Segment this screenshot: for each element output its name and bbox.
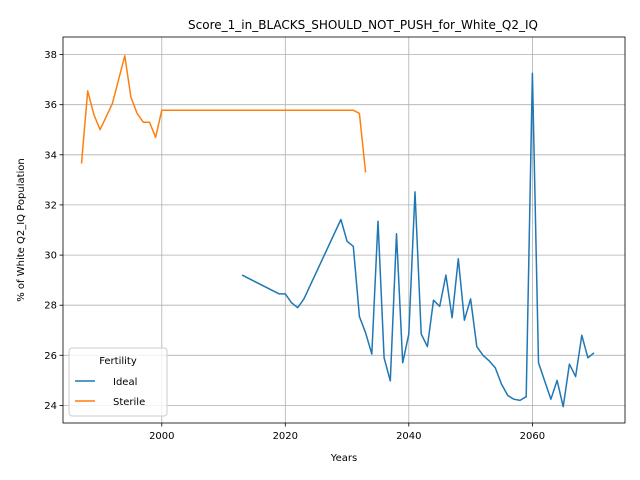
y-tick-label: 34	[44, 150, 57, 161]
legend-label-sterile: Sterile	[113, 397, 145, 408]
series-line-ideal	[241, 72, 595, 408]
y-tick-label: 32	[44, 200, 57, 211]
y-tick-label: 26	[44, 351, 57, 362]
y-tick-label: 24	[44, 401, 57, 412]
x-axis-ticks: 2000 2020 2040 2060	[149, 423, 545, 442]
x-tick-label: 2040	[396, 431, 421, 442]
legend-box	[68, 347, 168, 417]
x-tick-label: 2060	[520, 431, 545, 442]
y-axis-ticks: 24 26 28 30 32 34 36 38	[44, 50, 63, 412]
y-axis-label: % of White Q2_IQ Population	[16, 158, 27, 302]
plot-frame	[62, 36, 626, 424]
x-axis-label: Years	[330, 453, 357, 464]
series-line-sterile	[80, 55, 367, 173]
series-lines	[80, 55, 595, 408]
x-tick-label: 2020	[273, 431, 298, 442]
y-tick-label: 36	[44, 100, 57, 111]
legend-label-ideal: Ideal	[113, 377, 137, 388]
y-tick-label: 38	[44, 50, 57, 61]
y-tick-label: 30	[44, 251, 57, 262]
x-tick-label: 2000	[149, 431, 174, 442]
chart-title: Score_1_in_BLACKS_SHOULD_NOT_PUSH_for_Wh…	[188, 18, 538, 32]
y-tick-label: 28	[44, 301, 57, 312]
legend: Fertility Ideal Sterile	[68, 347, 168, 417]
legend-title: Fertility	[99, 356, 137, 367]
